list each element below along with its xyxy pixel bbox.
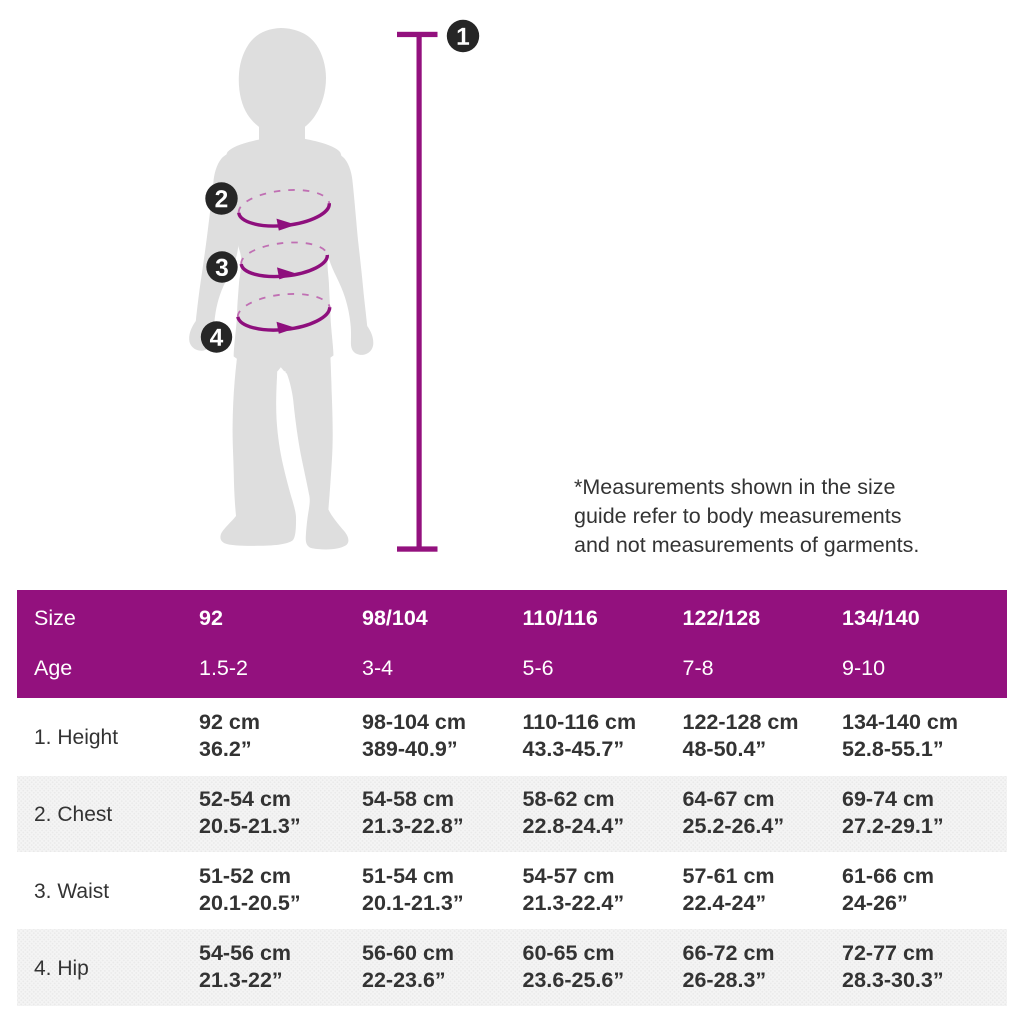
svg-text:4: 4: [210, 325, 224, 352]
svg-text:2: 2: [215, 186, 229, 213]
svg-text:3: 3: [215, 255, 229, 282]
svg-text:1: 1: [456, 24, 470, 51]
